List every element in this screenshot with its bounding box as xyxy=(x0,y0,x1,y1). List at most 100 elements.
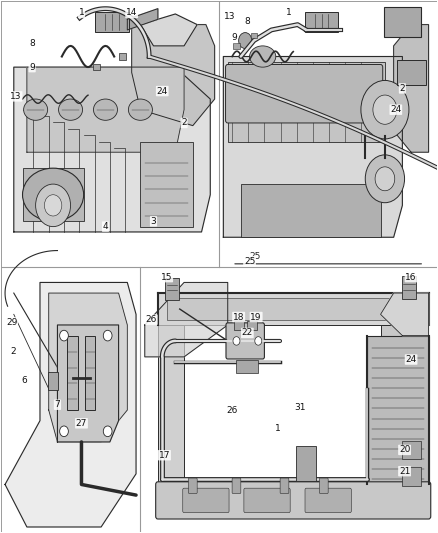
Bar xyxy=(219,1,437,266)
FancyBboxPatch shape xyxy=(232,478,241,494)
Ellipse shape xyxy=(250,46,276,67)
Ellipse shape xyxy=(128,99,152,120)
Circle shape xyxy=(239,33,252,49)
FancyBboxPatch shape xyxy=(402,441,421,459)
Text: 7: 7 xyxy=(55,400,60,409)
Text: 18: 18 xyxy=(233,312,244,321)
Bar xyxy=(1,266,141,532)
Text: 20: 20 xyxy=(399,446,410,455)
FancyBboxPatch shape xyxy=(95,12,129,31)
FancyBboxPatch shape xyxy=(226,64,383,123)
Bar xyxy=(241,184,381,237)
Polygon shape xyxy=(127,9,158,30)
Circle shape xyxy=(373,95,397,124)
Bar xyxy=(381,325,416,495)
Bar xyxy=(158,325,184,484)
Bar xyxy=(228,62,385,142)
Polygon shape xyxy=(14,67,210,232)
Polygon shape xyxy=(223,56,403,237)
Bar xyxy=(247,321,257,330)
Text: 3: 3 xyxy=(151,217,156,226)
FancyBboxPatch shape xyxy=(280,478,289,494)
Bar xyxy=(233,43,240,49)
Text: 1: 1 xyxy=(78,9,85,18)
Bar xyxy=(141,266,437,532)
Text: 15: 15 xyxy=(161,273,173,281)
FancyBboxPatch shape xyxy=(305,488,351,513)
Bar xyxy=(85,336,95,410)
Text: 1: 1 xyxy=(286,9,292,18)
Polygon shape xyxy=(27,67,184,152)
Text: 31: 31 xyxy=(294,403,306,412)
Text: 25: 25 xyxy=(244,257,255,265)
Bar xyxy=(120,53,127,60)
Polygon shape xyxy=(141,14,197,46)
Text: 19: 19 xyxy=(251,312,262,321)
Text: 6: 6 xyxy=(22,376,28,385)
FancyBboxPatch shape xyxy=(402,467,421,486)
Text: 1: 1 xyxy=(275,424,281,433)
Polygon shape xyxy=(5,282,136,527)
FancyBboxPatch shape xyxy=(48,372,58,390)
Text: 9: 9 xyxy=(231,34,237,43)
Text: 21: 21 xyxy=(399,467,410,475)
FancyBboxPatch shape xyxy=(165,278,179,300)
Ellipse shape xyxy=(93,99,117,120)
Text: 2: 2 xyxy=(10,347,16,356)
Bar xyxy=(158,293,428,325)
Text: 22: 22 xyxy=(242,328,253,337)
Text: 24: 24 xyxy=(390,105,402,114)
Circle shape xyxy=(44,195,62,216)
FancyBboxPatch shape xyxy=(319,478,328,494)
Circle shape xyxy=(103,426,112,437)
Text: 4: 4 xyxy=(102,222,108,231)
Bar xyxy=(367,336,428,484)
Bar xyxy=(141,142,193,227)
Text: 24: 24 xyxy=(406,355,417,364)
Text: 9: 9 xyxy=(29,63,35,71)
Bar xyxy=(166,298,420,320)
Text: 17: 17 xyxy=(159,451,170,460)
Circle shape xyxy=(361,80,409,139)
Circle shape xyxy=(233,337,240,345)
FancyBboxPatch shape xyxy=(226,323,265,359)
Ellipse shape xyxy=(59,99,82,120)
Circle shape xyxy=(103,330,112,341)
Ellipse shape xyxy=(22,168,84,221)
Polygon shape xyxy=(57,325,119,442)
FancyBboxPatch shape xyxy=(397,60,426,85)
FancyBboxPatch shape xyxy=(305,12,338,31)
Text: 25: 25 xyxy=(250,252,261,261)
FancyBboxPatch shape xyxy=(296,446,316,481)
Bar xyxy=(1,1,219,266)
Polygon shape xyxy=(394,25,428,152)
Text: 27: 27 xyxy=(76,419,87,428)
Text: 24: 24 xyxy=(157,86,168,95)
FancyBboxPatch shape xyxy=(183,488,229,513)
Bar xyxy=(234,321,244,330)
Bar xyxy=(237,360,258,373)
Circle shape xyxy=(365,155,405,203)
Text: 14: 14 xyxy=(126,9,138,18)
Polygon shape xyxy=(381,293,428,336)
Polygon shape xyxy=(49,293,127,442)
Circle shape xyxy=(35,184,71,227)
Ellipse shape xyxy=(24,99,48,120)
Text: 13: 13 xyxy=(10,92,22,101)
Polygon shape xyxy=(132,25,215,126)
Bar xyxy=(67,336,78,410)
Text: 8: 8 xyxy=(29,39,35,48)
FancyBboxPatch shape xyxy=(384,7,421,37)
Text: 16: 16 xyxy=(405,273,417,281)
FancyBboxPatch shape xyxy=(244,488,290,513)
FancyBboxPatch shape xyxy=(402,276,417,300)
FancyBboxPatch shape xyxy=(188,478,197,494)
FancyBboxPatch shape xyxy=(155,482,431,519)
Bar xyxy=(93,64,100,70)
Text: 2: 2 xyxy=(181,118,187,127)
Circle shape xyxy=(255,337,262,345)
Text: 2: 2 xyxy=(399,84,405,93)
Text: 8: 8 xyxy=(244,18,250,27)
Polygon shape xyxy=(145,282,228,357)
Bar xyxy=(251,33,257,38)
